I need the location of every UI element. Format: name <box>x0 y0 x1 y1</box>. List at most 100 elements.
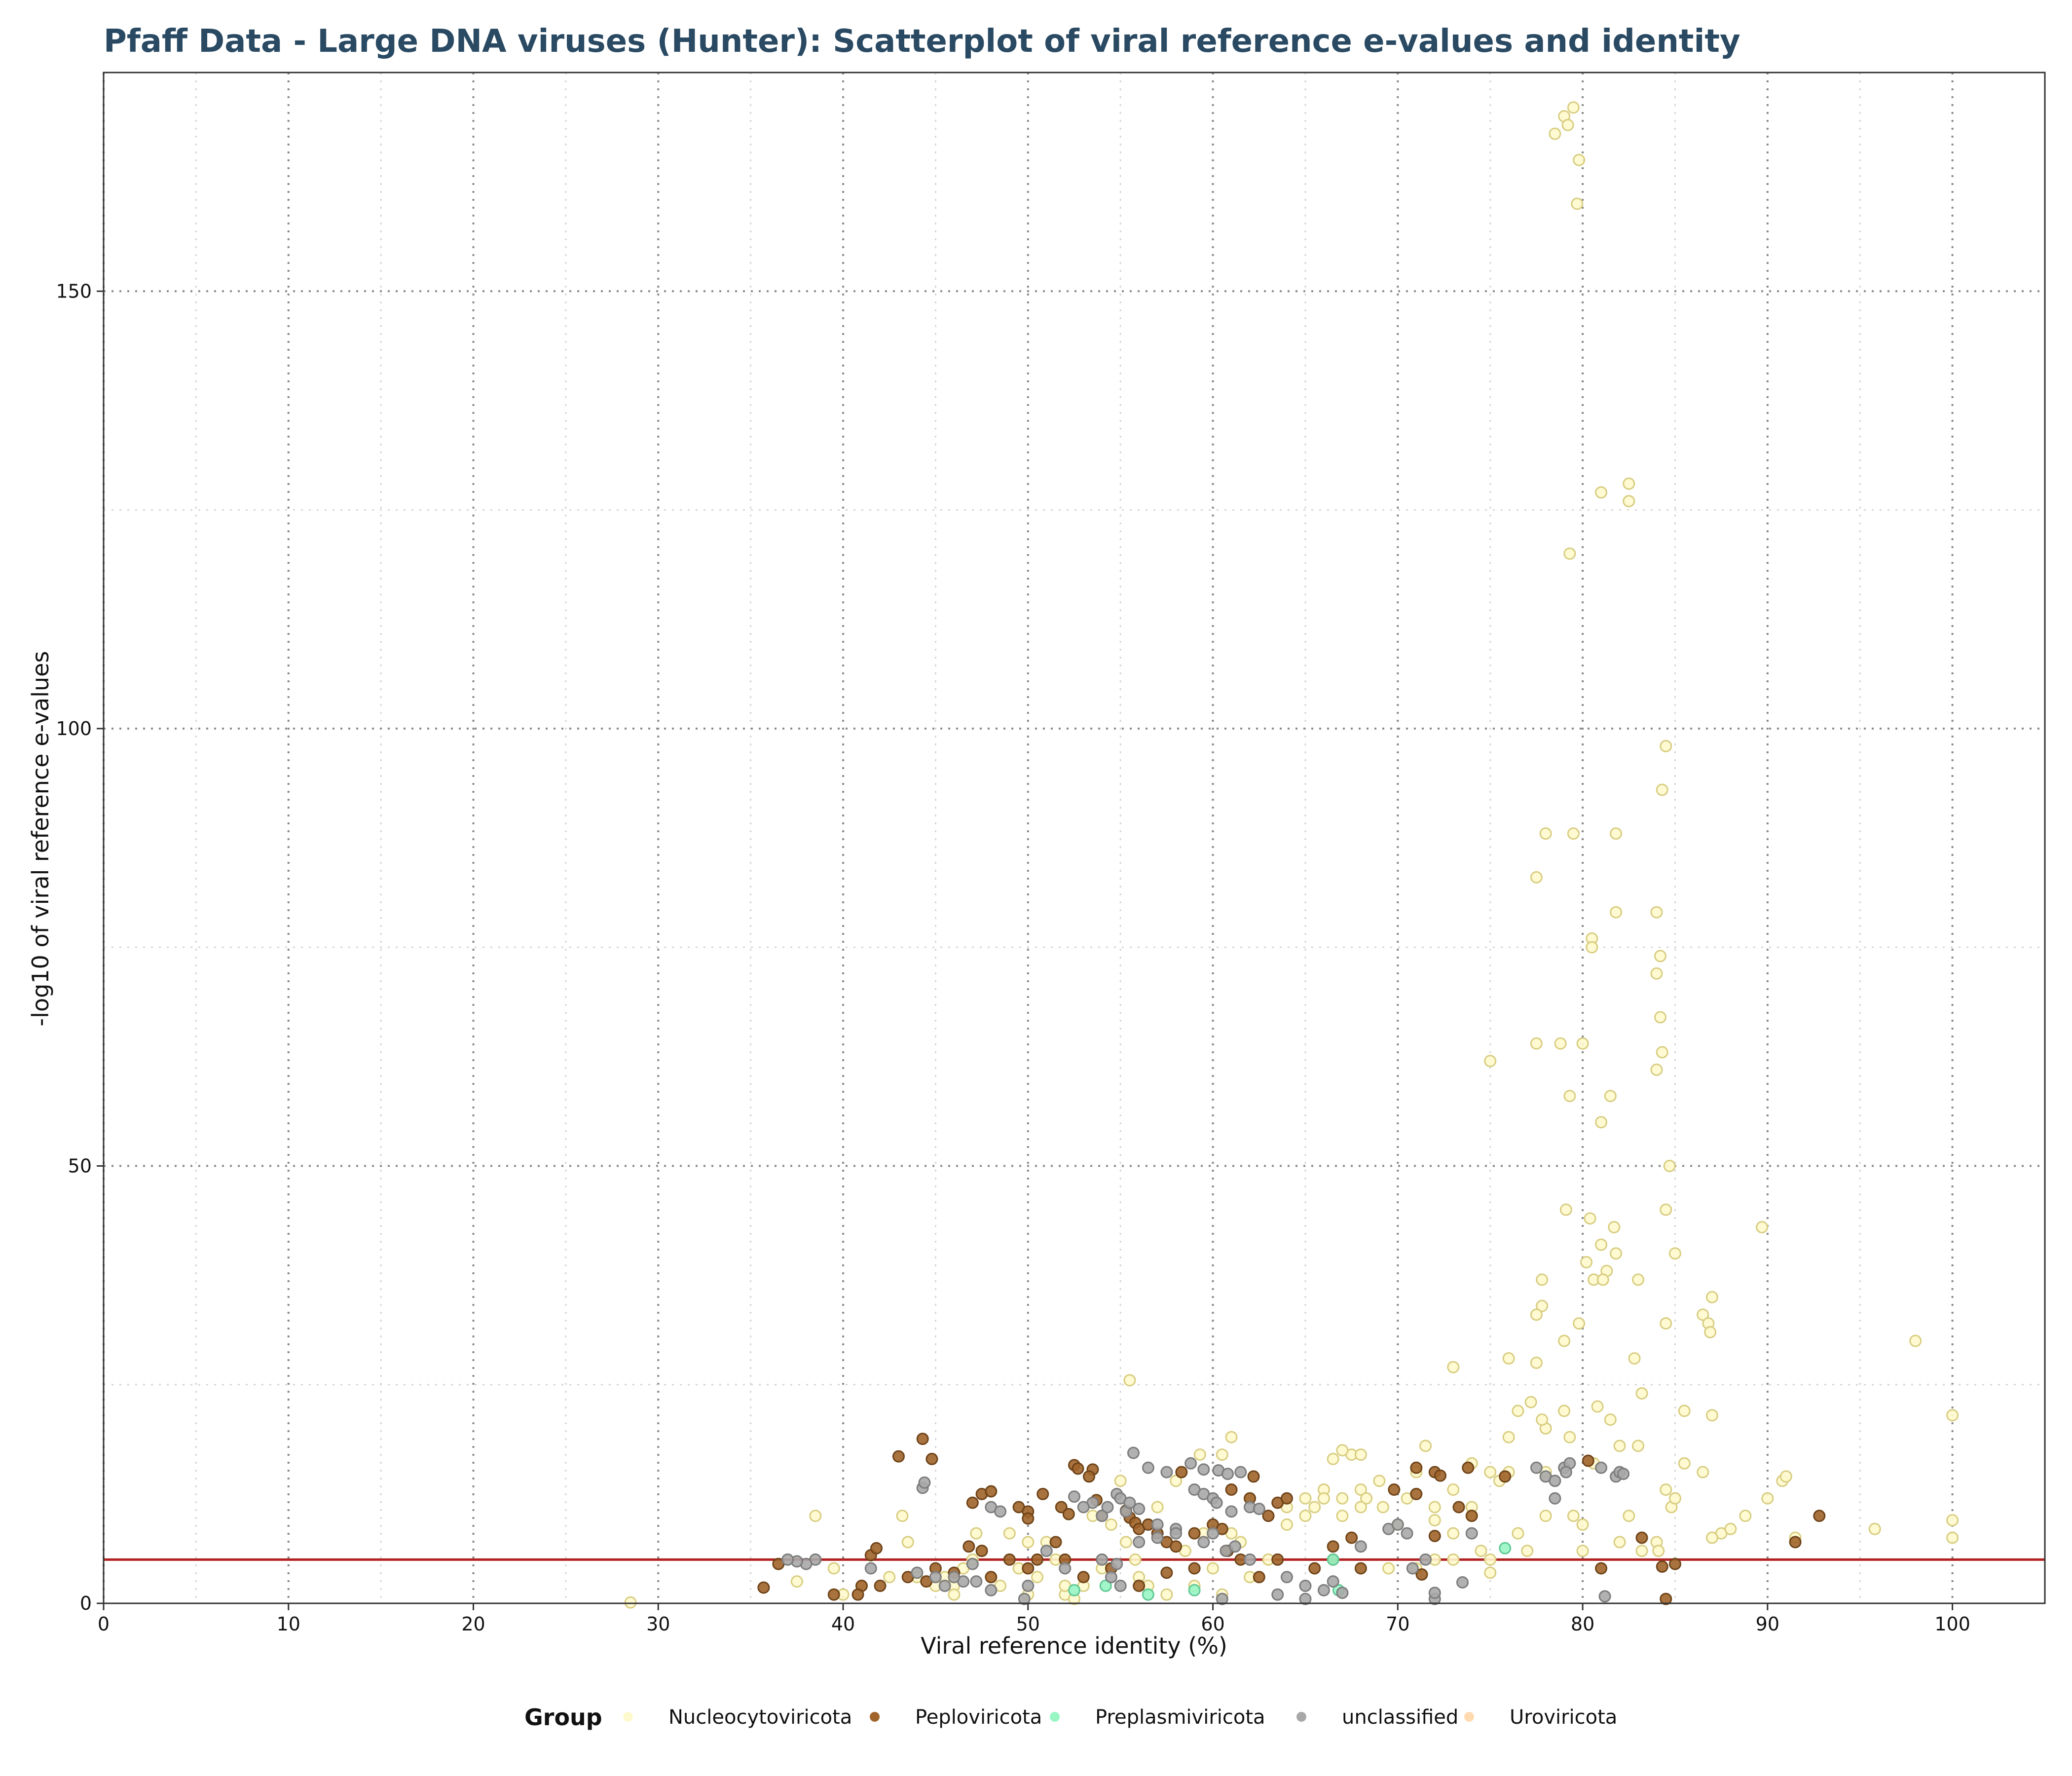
data-point <box>1530 1461 1543 1474</box>
data-point <box>1327 1575 1339 1588</box>
data-point <box>1188 1584 1201 1596</box>
data-point <box>985 1485 998 1498</box>
legend-label: Nucleocytoviricota <box>668 1706 852 1729</box>
data-point <box>1465 1510 1478 1522</box>
data-point <box>938 1580 951 1592</box>
data-point <box>1632 1273 1645 1286</box>
data-point <box>1447 1553 1460 1566</box>
data-point <box>1499 1470 1512 1483</box>
legend-key <box>623 1712 633 1722</box>
data-point <box>1536 1413 1549 1426</box>
data-point <box>1123 1496 1136 1509</box>
data-points <box>624 101 1959 1609</box>
data-point <box>1563 547 1576 560</box>
data-point <box>1484 1553 1497 1566</box>
data-point <box>1573 1317 1586 1330</box>
data-point <box>1031 1571 1044 1584</box>
data-point <box>1635 1545 1648 1557</box>
data-point <box>1502 1352 1515 1365</box>
data-point <box>1336 1492 1349 1505</box>
legend-label: Peploviricota <box>915 1706 1042 1729</box>
data-point <box>1003 1527 1016 1540</box>
data-point <box>1197 1463 1210 1476</box>
chart-title: Pfaff Data - Large DNA viruses (Hunter):… <box>104 23 1740 60</box>
data-point <box>901 1536 914 1549</box>
data-point <box>916 1433 929 1445</box>
data-point <box>1317 1492 1330 1505</box>
data-point <box>1049 1536 1062 1549</box>
data-point <box>1909 1334 1922 1347</box>
data-point <box>1193 1448 1206 1461</box>
data-point <box>1207 1562 1220 1575</box>
data-point <box>1656 1046 1668 1059</box>
data-point <box>1151 1501 1164 1514</box>
data-point <box>851 1588 864 1601</box>
data-point <box>1419 1440 1432 1452</box>
data-point <box>1512 1405 1524 1417</box>
x-tick-label: 60 <box>1201 1613 1224 1635</box>
data-point <box>1247 1470 1260 1483</box>
data-point <box>1031 1553 1044 1566</box>
series-nucleocytoviricota <box>624 101 1959 1609</box>
x-tick-label: 80 <box>1571 1613 1594 1635</box>
data-point <box>970 1575 983 1588</box>
data-point <box>1133 1503 1146 1516</box>
data-point <box>1549 1492 1561 1505</box>
data-point <box>1598 1590 1611 1603</box>
data-point <box>1595 1238 1608 1251</box>
data-point <box>809 1510 822 1522</box>
data-point <box>1096 1510 1109 1522</box>
data-point <box>1530 1308 1543 1321</box>
data-point <box>1650 967 1663 980</box>
x-tick-label: 10 <box>277 1613 300 1635</box>
data-point <box>1561 118 1574 131</box>
data-point <box>1170 1540 1183 1553</box>
data-point <box>874 1580 887 1592</box>
data-point <box>624 1596 637 1609</box>
data-point <box>929 1571 942 1584</box>
data-point <box>1623 477 1635 490</box>
x-tick-label: 70 <box>1386 1613 1409 1635</box>
data-point <box>1229 1540 1242 1553</box>
data-point <box>1502 1431 1515 1443</box>
data-point <box>1003 1553 1016 1566</box>
data-point <box>1447 1361 1460 1373</box>
data-point <box>1635 1387 1648 1400</box>
data-point <box>827 1588 840 1601</box>
data-point <box>1559 1466 1572 1479</box>
data-point <box>1072 1462 1084 1475</box>
data-point <box>1660 740 1672 752</box>
data-point <box>1160 1466 1173 1479</box>
data-point <box>1123 1374 1136 1387</box>
data-point <box>1635 1531 1648 1544</box>
data-point <box>1129 1553 1142 1566</box>
data-point <box>1299 1580 1312 1592</box>
data-point <box>1628 1352 1641 1365</box>
data-point <box>1160 1588 1173 1601</box>
data-point <box>1536 1299 1549 1312</box>
data-point <box>1576 1545 1589 1557</box>
legend-key <box>870 1712 880 1722</box>
data-point <box>911 1566 924 1579</box>
data-point <box>1221 1468 1234 1480</box>
data-point <box>870 1542 883 1554</box>
data-point <box>1724 1522 1737 1535</box>
data-point <box>1656 1560 1668 1573</box>
data-point <box>1549 1475 1561 1487</box>
data-point <box>1678 1405 1691 1417</box>
data-point <box>1530 1037 1543 1050</box>
data-point <box>1225 1431 1238 1443</box>
legend-label: Uroviricota <box>1510 1706 1617 1729</box>
data-point <box>1610 906 1623 919</box>
legend-title: Group <box>524 1704 602 1731</box>
data-point <box>1068 1490 1080 1503</box>
data-point <box>1068 1584 1080 1596</box>
data-point <box>1336 1587 1349 1599</box>
data-point <box>1447 1527 1460 1540</box>
data-point <box>994 1505 1007 1518</box>
data-point <box>1563 1090 1576 1103</box>
x-tick-label: 0 <box>98 1613 110 1635</box>
data-point <box>1558 1334 1571 1347</box>
data-point <box>1160 1566 1173 1579</box>
data-point <box>1704 1326 1717 1338</box>
